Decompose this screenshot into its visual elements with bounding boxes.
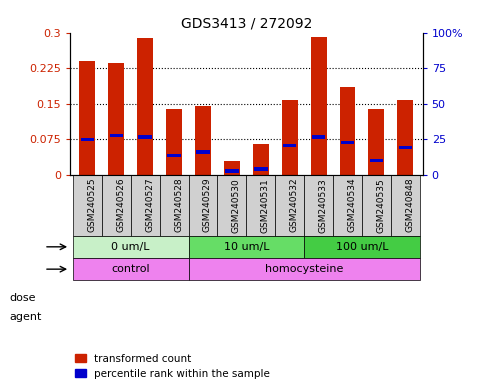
Bar (195, 106, 211, 175)
Bar (217, 175, 246, 236)
Text: GSM240533: GSM240533 (319, 178, 327, 233)
Bar (253, 144, 269, 175)
Bar (341, 141, 354, 144)
Text: GSM240526: GSM240526 (116, 178, 125, 232)
Text: GSM240532: GSM240532 (290, 178, 298, 232)
Text: 10 um/L: 10 um/L (224, 242, 269, 252)
Bar (391, 175, 420, 236)
Bar (340, 87, 355, 175)
Text: GSM240535: GSM240535 (376, 178, 385, 233)
Bar (304, 236, 420, 258)
Title: GDS3413 / 272092: GDS3413 / 272092 (181, 16, 312, 30)
Bar (304, 175, 333, 236)
Bar (108, 63, 124, 175)
Bar (254, 167, 268, 171)
Text: 100 um/L: 100 um/L (336, 242, 388, 252)
Bar (225, 169, 239, 173)
Text: GSM240530: GSM240530 (232, 178, 241, 233)
Text: homocysteine: homocysteine (265, 264, 343, 274)
Bar (282, 100, 298, 175)
Bar (369, 109, 384, 175)
Text: GSM240534: GSM240534 (347, 178, 356, 232)
Text: GSM240525: GSM240525 (87, 178, 97, 232)
Bar (81, 137, 94, 141)
Bar (188, 258, 420, 280)
Bar (188, 175, 217, 236)
Bar (188, 236, 304, 258)
Bar (110, 134, 123, 137)
Bar (333, 175, 362, 236)
Bar (283, 144, 297, 147)
Text: GSM240529: GSM240529 (203, 178, 212, 232)
Bar (398, 100, 413, 175)
Bar (166, 109, 182, 175)
Bar (196, 151, 210, 154)
Text: GSM240527: GSM240527 (145, 178, 154, 232)
Legend: transformed count, percentile rank within the sample: transformed count, percentile rank withi… (75, 354, 270, 379)
Text: GSM240528: GSM240528 (174, 178, 183, 232)
Bar (102, 175, 131, 236)
Text: agent: agent (10, 312, 42, 322)
Text: control: control (112, 264, 150, 274)
Bar (73, 236, 188, 258)
Bar (167, 154, 181, 157)
Bar (159, 175, 188, 236)
Bar (311, 37, 327, 175)
Bar (275, 175, 304, 236)
Bar (224, 162, 240, 175)
Text: dose: dose (10, 293, 36, 303)
Bar (137, 38, 153, 175)
Bar (362, 175, 391, 236)
Bar (398, 146, 412, 149)
Bar (73, 258, 188, 280)
Bar (139, 135, 152, 139)
Bar (131, 175, 159, 236)
Bar (79, 61, 95, 175)
Text: GSM240848: GSM240848 (405, 178, 414, 232)
Bar (369, 159, 383, 162)
Text: 0 um/L: 0 um/L (112, 242, 150, 252)
Text: GSM240531: GSM240531 (261, 178, 270, 233)
Bar (246, 175, 275, 236)
Bar (73, 175, 102, 236)
Bar (312, 135, 326, 139)
